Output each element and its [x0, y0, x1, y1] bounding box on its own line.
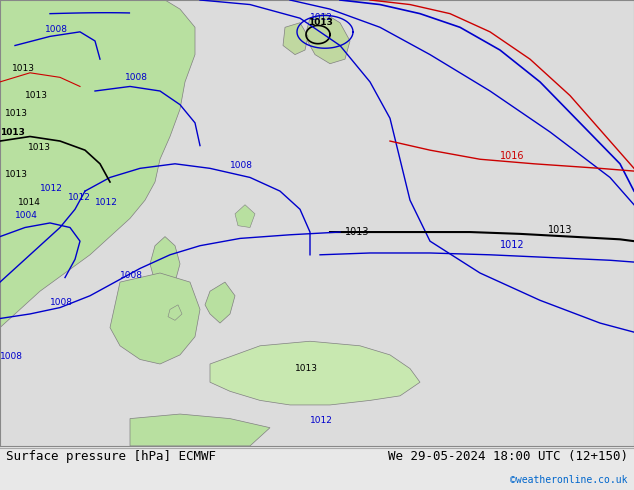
- Text: 1008: 1008: [0, 352, 23, 362]
- Polygon shape: [130, 414, 270, 446]
- Polygon shape: [168, 305, 182, 320]
- Polygon shape: [0, 0, 195, 328]
- Text: 1012: 1012: [310, 13, 333, 22]
- Text: 1013: 1013: [28, 143, 51, 152]
- Text: 1008: 1008: [230, 161, 253, 171]
- Text: 1016: 1016: [500, 151, 524, 161]
- Text: ©weatheronline.co.uk: ©weatheronline.co.uk: [510, 475, 628, 485]
- Text: 1013: 1013: [548, 225, 573, 235]
- Text: 1008: 1008: [120, 270, 143, 280]
- Polygon shape: [150, 237, 180, 291]
- Text: We 29-05-2024 18:00 UTC (12+150): We 29-05-2024 18:00 UTC (12+150): [387, 450, 628, 463]
- Text: Surface pressure [hPa] ECMWF: Surface pressure [hPa] ECMWF: [6, 450, 216, 463]
- Text: 1004: 1004: [15, 211, 38, 220]
- Text: 1013: 1013: [308, 19, 333, 27]
- Polygon shape: [110, 273, 200, 364]
- Text: 1012: 1012: [95, 198, 118, 207]
- Text: 1008: 1008: [125, 73, 148, 82]
- Text: 1012: 1012: [310, 416, 333, 425]
- Text: 1008: 1008: [45, 25, 68, 34]
- Text: 1013: 1013: [25, 91, 48, 100]
- Text: 1013: 1013: [295, 364, 318, 373]
- Text: 1013: 1013: [12, 64, 35, 73]
- Polygon shape: [210, 341, 420, 405]
- Text: 1014: 1014: [18, 198, 41, 207]
- Polygon shape: [235, 205, 255, 227]
- Text: 1013: 1013: [0, 128, 25, 137]
- Text: 1013: 1013: [345, 227, 370, 237]
- Text: 1013: 1013: [5, 171, 28, 179]
- Text: 1012: 1012: [68, 193, 91, 202]
- Text: 1008: 1008: [50, 298, 73, 307]
- Polygon shape: [205, 282, 235, 323]
- Polygon shape: [283, 23, 308, 54]
- Text: 1013: 1013: [5, 109, 28, 119]
- Text: 1012: 1012: [500, 240, 524, 249]
- Polygon shape: [305, 14, 350, 64]
- Text: 1012: 1012: [40, 184, 63, 193]
